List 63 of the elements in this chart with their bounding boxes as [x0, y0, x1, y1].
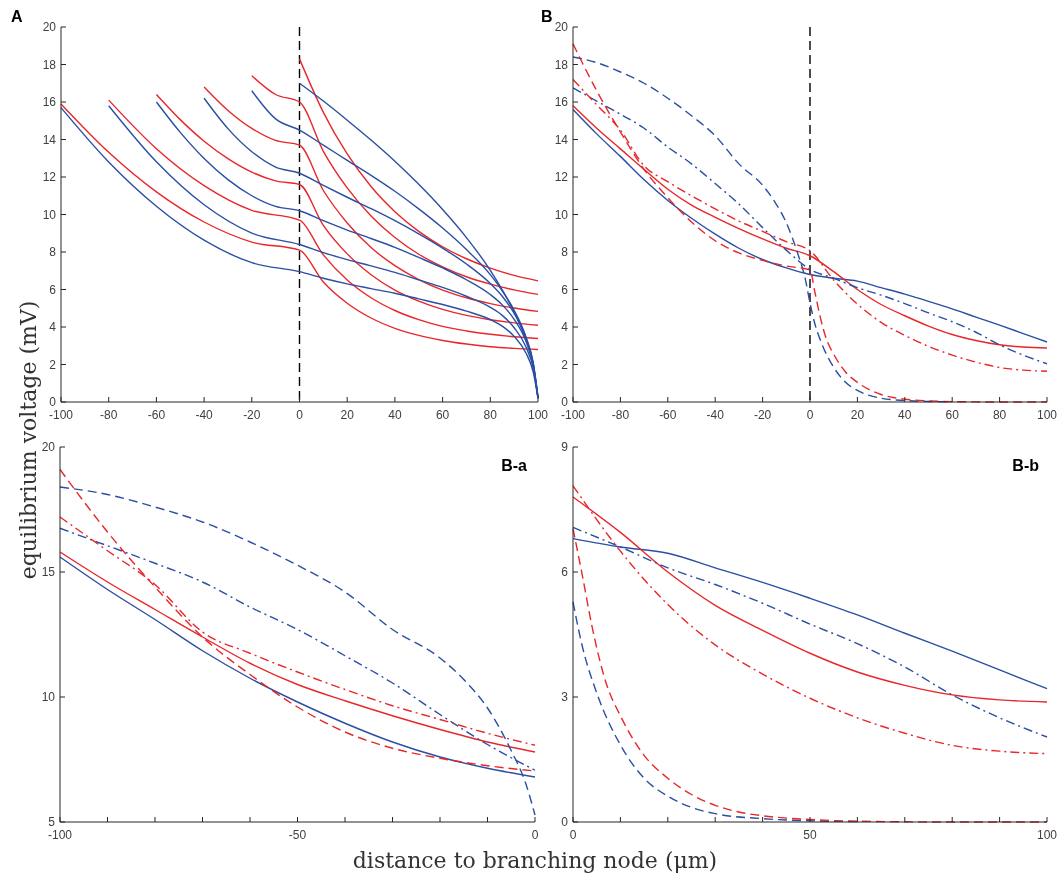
y-tick-label: 20: [554, 20, 569, 35]
y-tick-label: 0: [561, 815, 569, 830]
x-tick-label: -60: [659, 408, 677, 422]
y-tick-label: 10: [41, 690, 56, 705]
x-tick-label: -20: [753, 408, 772, 422]
y-tick-label: 15: [41, 565, 56, 580]
x-tick-label: 0: [531, 828, 539, 842]
y-tick-label: 5: [48, 815, 56, 830]
text: B-b: [1012, 457, 1040, 474]
y-tick-label: 18: [42, 57, 57, 72]
y-tick-label: 8: [561, 245, 569, 260]
y-tick-label: 20: [41, 440, 56, 455]
y-tick-label: 4: [49, 320, 57, 335]
x-tick-label: -50: [288, 828, 307, 842]
x-tick-label: 20: [850, 408, 865, 422]
y-tick-label: 16: [554, 95, 569, 110]
y-axis-title: equilibrium voltage (mV): [16, 300, 41, 580]
x-tick-label: -60: [147, 408, 166, 422]
y-tick-label: 3: [561, 690, 569, 705]
y-tick-label: 2: [49, 357, 57, 372]
y-tick-label: 12: [554, 170, 569, 185]
x-tick-label: -40: [195, 408, 214, 422]
x-tick-label: 100: [1036, 408, 1058, 422]
x-tick-label: 100: [1036, 828, 1058, 842]
y-tick-label: 4: [561, 320, 569, 335]
x-tick-label: -100: [560, 408, 586, 422]
x-tick-label: 80: [483, 408, 498, 422]
chart-title: A: [11, 8, 23, 25]
y-tick-label: 20: [42, 20, 57, 35]
y-tick-label: 18: [554, 57, 569, 72]
x-tick-label: -80: [100, 408, 118, 422]
x-tick-label: 40: [898, 408, 912, 422]
y-tick-label: 2: [561, 357, 569, 372]
x-tick-label: 60: [435, 408, 450, 422]
x-tick-label: 20: [340, 408, 355, 422]
y-tick-label: 6: [561, 282, 569, 297]
x-tick-label: 50: [803, 828, 817, 842]
x-tick-label: 60: [945, 408, 960, 422]
y-tick-label: 0: [561, 395, 569, 410]
x-tick-label: 40: [388, 408, 402, 422]
x-tick-label: -100: [47, 828, 73, 842]
chart-title: B: [541, 8, 553, 25]
x-tick-label: -80: [611, 408, 630, 422]
y-tick-label: 6: [561, 565, 569, 580]
y-tick-label: 12: [42, 170, 57, 185]
x-tick-label: 0: [806, 408, 814, 422]
y-tick-label: 0: [49, 395, 57, 410]
y-tick-label: 14: [42, 132, 57, 147]
x-tick-label: 0: [296, 408, 304, 422]
x-tick-label: -40: [706, 408, 725, 422]
x-tick-label: -20: [243, 408, 261, 422]
y-tick-label: 10: [554, 207, 569, 222]
y-tick-label: 9: [561, 440, 569, 455]
y-tick-label: 6: [49, 282, 57, 297]
x-tick-label: 100: [527, 408, 549, 422]
x-tick-label: -100: [48, 408, 74, 422]
text: B-a: [501, 457, 528, 474]
y-tick-label: 8: [49, 245, 57, 260]
y-tick-label: 10: [42, 207, 57, 222]
y-tick-label: 16: [42, 95, 57, 110]
x-axis-title: distance to branching node (μm): [352, 848, 718, 873]
x-tick-label: 80: [992, 408, 1007, 422]
y-tick-label: 14: [554, 132, 569, 147]
